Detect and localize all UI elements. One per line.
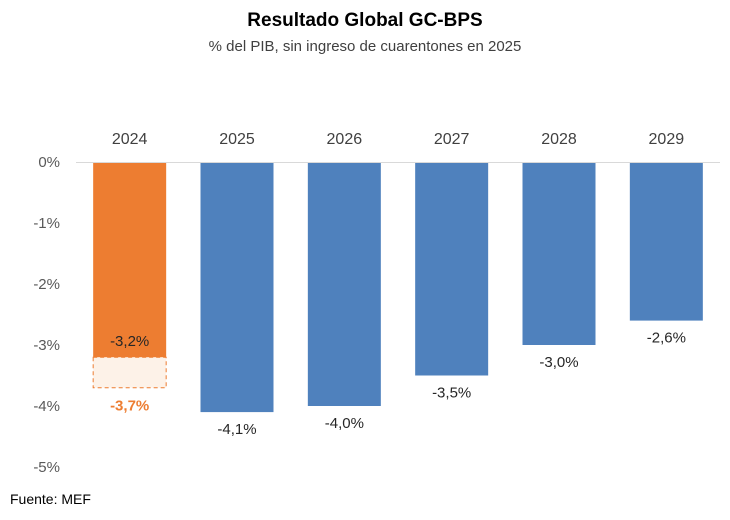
x-category-label: 2028: [541, 131, 577, 148]
y-tick-label: -4%: [33, 398, 60, 415]
data-label: -3,5%: [432, 385, 471, 402]
x-category-label: 2026: [327, 131, 363, 148]
bar: [200, 162, 274, 413]
plot-area: 0% -1% -2% -3% -4% -5% 2024 2025 2026 2027 2028 202…: [33, 131, 720, 476]
data-label: -3,2%: [110, 333, 149, 350]
data-label-alternate: -3,7%: [110, 398, 149, 415]
y-tick-label: -2%: [33, 276, 60, 293]
bar-alternate: [92, 356, 167, 389]
bar: [93, 162, 167, 358]
x-category-label: 2025: [219, 131, 255, 148]
bar: [307, 162, 381, 406]
y-tick-label: -3%: [33, 337, 60, 354]
data-label: -4,1%: [217, 421, 256, 438]
data-label: -2,6%: [647, 330, 686, 347]
x-category-label: 2027: [434, 131, 470, 148]
chart-subtitle: % del PIB, sin ingreso de cuarentones en…: [209, 38, 522, 55]
bar: [522, 162, 596, 345]
chart-title: Resultado Global GC-BPS: [247, 10, 482, 31]
y-tick-label: -1%: [33, 215, 60, 232]
data-label: -4,0%: [325, 415, 364, 432]
source-note: Fuente: MEF: [10, 491, 91, 507]
data-label: -3,0%: [539, 354, 578, 371]
bar: [415, 162, 489, 376]
x-category-label: 2029: [649, 131, 685, 148]
y-tick-label: 0%: [38, 154, 60, 171]
bar: [629, 162, 703, 321]
x-category-label: 2024: [112, 131, 148, 148]
y-tick-label: -5%: [33, 459, 60, 476]
